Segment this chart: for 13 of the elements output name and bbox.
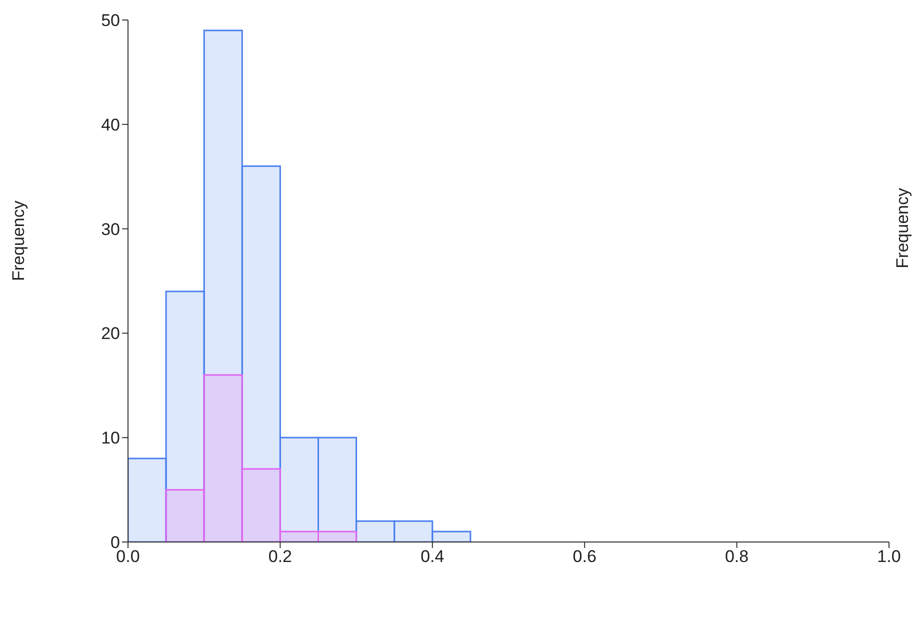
y-tick-label: 50 xyxy=(101,11,120,30)
y-tick-label: 30 xyxy=(101,220,120,239)
x-tick-label: 0.8 xyxy=(724,547,749,566)
text: Frequency xyxy=(893,188,913,268)
x-tick-label: 0.4 xyxy=(420,547,444,566)
x-tick-label: 0.2 xyxy=(268,547,292,566)
y-axis-title: Frequency xyxy=(9,200,28,281)
y-tick-label: 10 xyxy=(101,428,120,448)
x-tick-label: 1.0 xyxy=(877,547,901,566)
y-tick-label: 20 xyxy=(101,324,120,344)
x-tick-label: 0.6 xyxy=(572,547,596,566)
x-tick-label: 0.0 xyxy=(116,547,140,566)
y-tick-label: 40 xyxy=(101,115,120,134)
